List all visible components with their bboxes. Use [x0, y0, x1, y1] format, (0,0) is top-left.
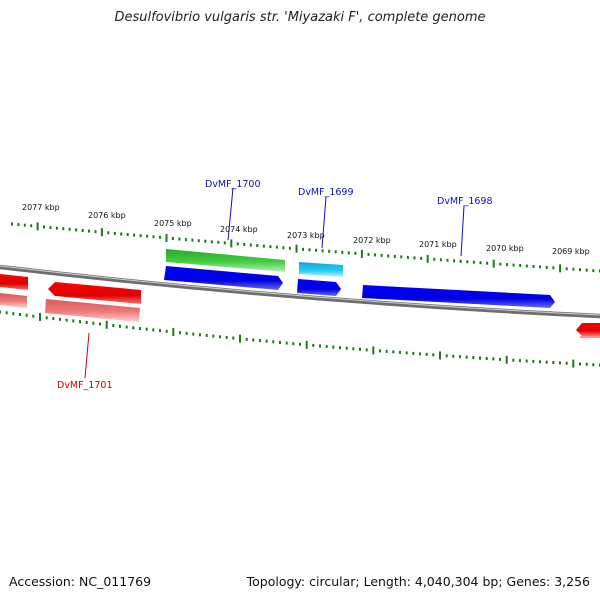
genome-summary-text: Topology: circular; Length: 4,040,304 bp… — [246, 574, 590, 589]
gene-label-dvmf1699[interactable]: DvMF_1699 — [298, 187, 354, 198]
cds-right-red-edge-lower[interactable] — [580, 336, 600, 338]
kbp-label: 2070 kbp — [486, 244, 524, 253]
inner-tick-track — [0, 310, 600, 368]
gene-label-dvmf1698[interactable]: DvMF_1698 — [437, 196, 493, 207]
kbp-label: 2074 kbp — [220, 225, 258, 234]
gene-left-pink-edge[interactable] — [0, 293, 27, 308]
label-leader-dvmf1698 — [460, 205, 465, 257]
map-title: Desulfovibrio vulgaris str. 'Miyazaki F'… — [114, 10, 486, 25]
kbp-label: 2069 kbp — [552, 247, 590, 256]
kbp-label: 2073 kbp — [287, 231, 325, 240]
label-leader-dvmf1701 — [84, 332, 90, 379]
kbp-label: 2077 kbp — [22, 203, 60, 212]
cds-dvmf1701-red[interactable] — [48, 282, 141, 304]
gene-dvmf1701-pink[interactable] — [45, 299, 140, 322]
accession-text: Accession: NC_011769 — [9, 574, 152, 589]
gene-dvmf1699-cyan[interactable] — [299, 262, 343, 277]
cds-dvmf1700-blue[interactable] — [164, 266, 283, 290]
gene-dvmf1700-green[interactable] — [166, 249, 285, 272]
kbp-label: 2072 kbp — [353, 236, 391, 245]
label-leader-dvmf1700 — [227, 187, 234, 241]
outer-tick-track — [11, 222, 600, 273]
gene-label-dvmf1700[interactable]: DvMF_1700 — [205, 179, 261, 190]
kbp-label: 2076 kbp — [88, 211, 126, 220]
genome-backbone — [0, 264, 600, 319]
label-leader-dvmf1699 — [321, 196, 327, 249]
cds-right-red-edge[interactable] — [576, 323, 600, 336]
gene-label-dvmf1701[interactable]: DvMF_1701 — [57, 380, 113, 391]
cds-dvmf1699-blue[interactable] — [297, 279, 341, 296]
genome-backbone-highlight — [0, 265, 600, 316]
cds-dvmf1698-blue[interactable] — [362, 285, 555, 308]
cds-left-red-edge[interactable] — [0, 274, 28, 290]
kbp-label: 2071 kbp — [419, 240, 457, 249]
kbp-label: 2075 kbp — [154, 219, 192, 228]
